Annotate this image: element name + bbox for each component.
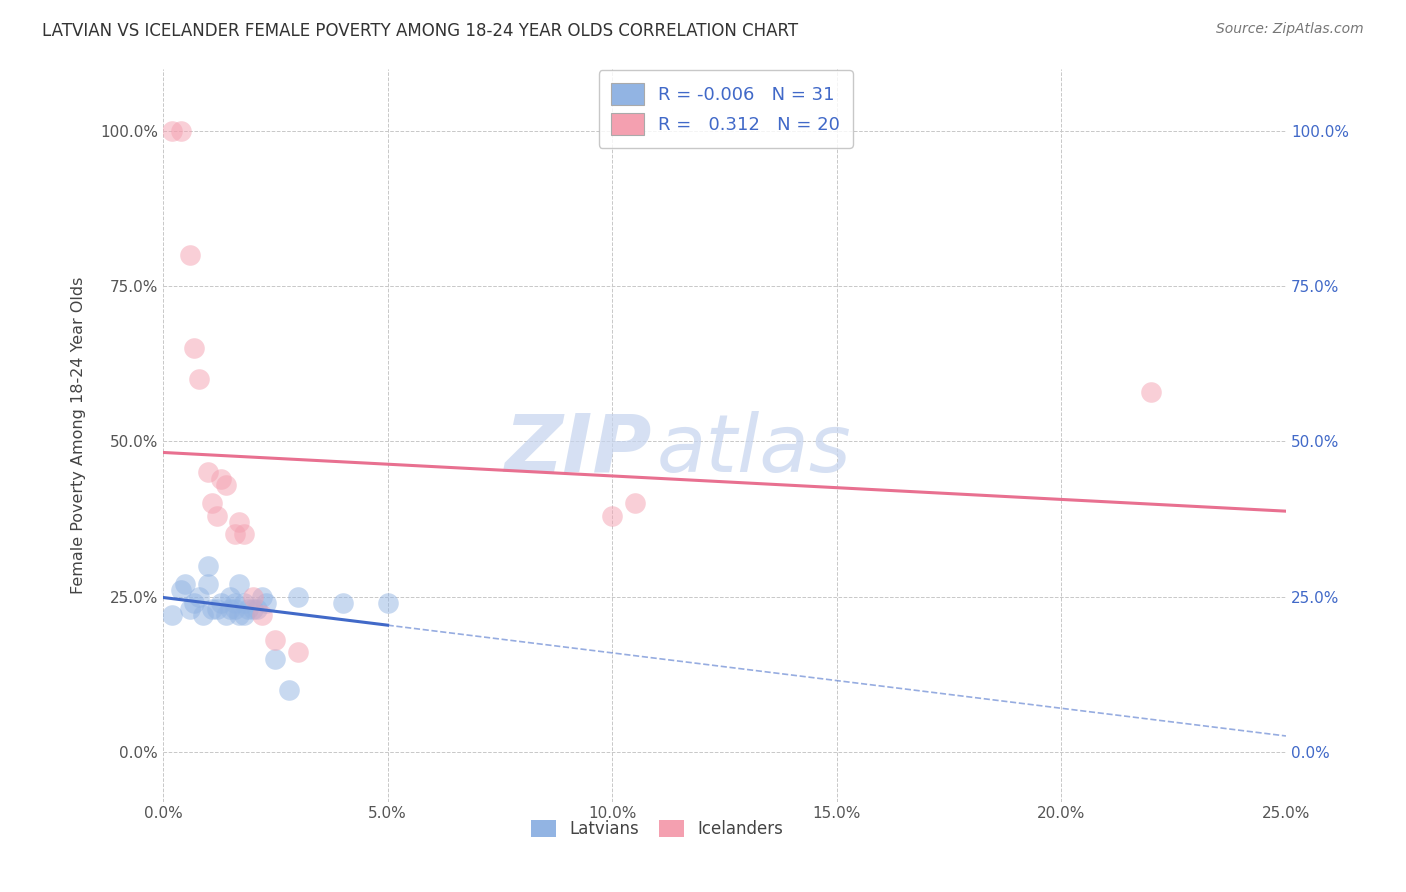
- Point: [232, 527, 254, 541]
- Point: [1140, 384, 1163, 399]
- Point: [174, 577, 197, 591]
- Point: [160, 608, 183, 623]
- Point: [179, 602, 201, 616]
- Point: [160, 123, 183, 137]
- Point: [232, 608, 254, 623]
- Point: [224, 602, 246, 616]
- Point: [193, 608, 215, 623]
- Point: [209, 596, 232, 610]
- Point: [170, 123, 193, 137]
- Point: [187, 590, 209, 604]
- Point: [201, 602, 224, 616]
- Point: [250, 590, 273, 604]
- Point: [287, 590, 309, 604]
- Text: atlas: atlas: [657, 410, 852, 489]
- Legend: Latvians, Icelanders: Latvians, Icelanders: [524, 813, 790, 845]
- Point: [228, 608, 250, 623]
- Point: [264, 651, 287, 665]
- Point: [215, 608, 238, 623]
- Point: [254, 596, 277, 610]
- Point: [277, 682, 299, 697]
- Point: [205, 508, 228, 523]
- Point: [201, 496, 224, 510]
- Point: [228, 577, 250, 591]
- Point: [170, 583, 193, 598]
- Y-axis label: Female Poverty Among 18-24 Year Olds: Female Poverty Among 18-24 Year Olds: [72, 277, 86, 594]
- Text: LATVIAN VS ICELANDER FEMALE POVERTY AMONG 18-24 YEAR OLDS CORRELATION CHART: LATVIAN VS ICELANDER FEMALE POVERTY AMON…: [42, 22, 799, 40]
- Point: [250, 608, 273, 623]
- Point: [232, 596, 254, 610]
- Point: [197, 577, 219, 591]
- Point: [209, 471, 232, 485]
- Point: [183, 596, 205, 610]
- Point: [215, 477, 238, 491]
- Point: [197, 558, 219, 573]
- Point: [183, 341, 205, 355]
- Point: [264, 633, 287, 648]
- Point: [242, 590, 264, 604]
- Text: Source: ZipAtlas.com: Source: ZipAtlas.com: [1216, 22, 1364, 37]
- Point: [187, 372, 209, 386]
- Point: [623, 496, 645, 510]
- Point: [219, 602, 242, 616]
- Point: [219, 590, 242, 604]
- Point: [205, 602, 228, 616]
- Point: [179, 248, 201, 262]
- Point: [197, 466, 219, 480]
- Point: [287, 645, 309, 659]
- Point: [242, 602, 264, 616]
- Point: [228, 515, 250, 529]
- Point: [600, 508, 623, 523]
- Point: [224, 527, 246, 541]
- Point: [246, 602, 269, 616]
- Point: [332, 596, 354, 610]
- Text: ZIP: ZIP: [505, 410, 651, 489]
- Point: [377, 596, 399, 610]
- Point: [224, 596, 246, 610]
- Point: [238, 602, 260, 616]
